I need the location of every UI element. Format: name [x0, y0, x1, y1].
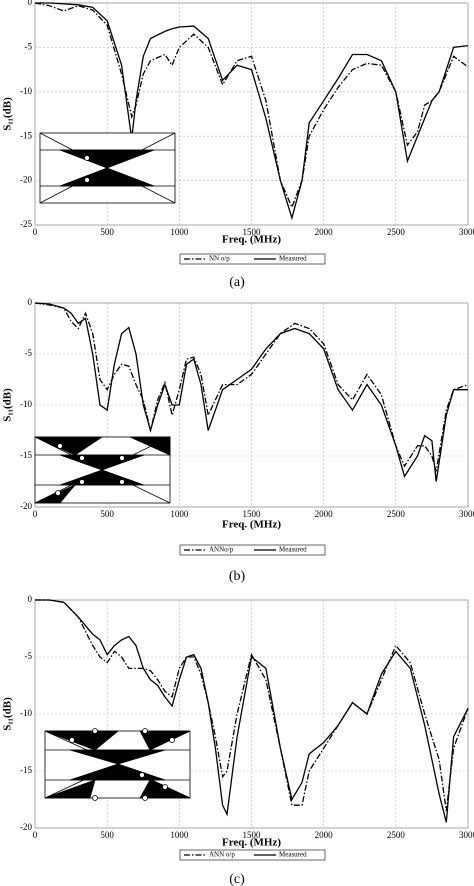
series-line: [35, 599, 469, 823]
y-axis-label: S₁₁(dB): [2, 697, 14, 731]
x-tick-label: 1000: [170, 830, 189, 840]
x-tick-label: 1000: [170, 227, 189, 237]
x-tick-label: 1000: [170, 509, 189, 519]
x-axis-label: Freq. (MHz): [222, 519, 281, 531]
series-line: [35, 599, 469, 811]
x-tick-label: 3000: [459, 227, 474, 237]
y-tick-label: -10: [20, 708, 32, 718]
y-tick-label: -20: [20, 501, 32, 511]
x-tick-label: 2000: [315, 227, 334, 237]
x-tick-label: 0: [33, 509, 38, 519]
series-line: [34, 302, 469, 472]
x-tick-label: 2500: [387, 227, 406, 237]
x-tick-label: 2000: [315, 830, 334, 840]
y-tick-label: -20: [20, 175, 32, 185]
y-tick-label: -25: [20, 219, 32, 229]
y-tick-label: -20: [20, 822, 32, 832]
x-tick-label: 500: [100, 227, 114, 237]
legend-label: Measured: [279, 255, 307, 263]
series-line: [35, 2, 469, 221]
legend-label: ANNo/p: [209, 546, 234, 554]
caption: (b): [229, 569, 246, 584]
y-tick-label: -5: [25, 348, 33, 358]
x-tick-label: 1500: [243, 509, 262, 519]
series-line: [34, 2, 469, 209]
y-axis-label: S₁₁(dB): [2, 388, 14, 422]
legend-label: NN o/p: [209, 255, 230, 263]
y-tick-label: 0: [28, 297, 33, 307]
legend-label: Measured: [279, 851, 307, 859]
caption: (a): [229, 275, 245, 290]
x-tick-label: 3000: [459, 509, 474, 519]
legend-box: [179, 544, 326, 556]
y-tick-label: -15: [20, 765, 32, 775]
y-tick-label: -5: [25, 651, 33, 661]
y-tick-label: 0: [28, 0, 33, 7]
antenna-inset-c: [44, 728, 191, 801]
x-tick-label: 0: [33, 227, 38, 237]
series-line: [34, 302, 468, 482]
antenna-inset-b: [34, 436, 171, 504]
legend-box: [179, 253, 326, 265]
y-axis-label: S₁₁(dB): [2, 97, 14, 131]
antenna-inset-a: [39, 132, 176, 204]
x-tick-label: 2500: [387, 830, 406, 840]
x-axis-label: Freq. (MHz): [222, 837, 281, 849]
legend-box: [179, 849, 326, 861]
y-tick-label: -15: [20, 130, 32, 140]
x-tick-label: 3000: [459, 830, 474, 840]
x-tick-label: 500: [100, 509, 114, 519]
x-tick-label: 1500: [243, 830, 262, 840]
caption: (c): [229, 872, 245, 886]
y-tick-label: -10: [20, 86, 32, 96]
y-tick-label: -15: [20, 450, 32, 460]
legend-label: Measured: [279, 546, 307, 554]
x-tick-label: 0: [33, 830, 38, 840]
x-tick-label: 2500: [387, 509, 406, 519]
legend-label: ANN o/p: [209, 851, 235, 859]
x-tick-label: 2000: [315, 509, 334, 519]
x-axis-label: Freq. (MHz): [222, 234, 281, 246]
x-tick-label: 1500: [243, 227, 262, 237]
y-tick-label: 0: [28, 594, 33, 604]
x-tick-label: 500: [100, 830, 114, 840]
y-tick-label: -10: [20, 399, 32, 409]
y-tick-label: -5: [25, 41, 33, 51]
